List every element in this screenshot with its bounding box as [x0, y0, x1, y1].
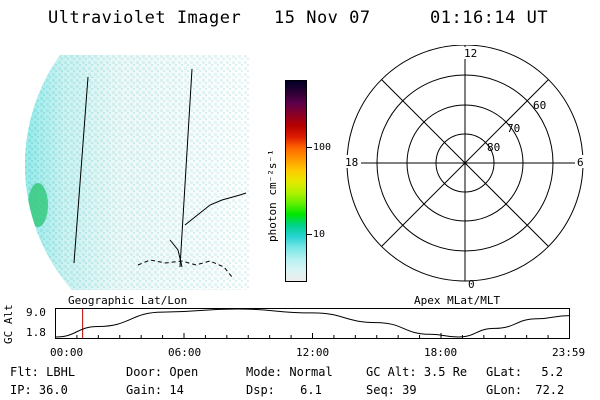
x-tick-0600: 06:00 [168, 346, 202, 359]
meridian-line [73, 76, 89, 264]
dsp-value: 6.1 [300, 383, 322, 397]
gain-value: 14 [169, 383, 184, 397]
timeline-y-axis-title: GC Alt [2, 304, 15, 344]
gain-info: Gain: 14 [126, 383, 184, 397]
geographic-label: Geographic Lat/Lon [68, 294, 188, 307]
dsp-info: Dsp: 6.1 [246, 383, 322, 397]
filter-info: Flt: LBHL [10, 365, 76, 379]
glon-value: 72.2 [535, 383, 565, 397]
y-tick-top: 9.0 [26, 306, 46, 319]
meridian-line [179, 68, 193, 268]
ip-info: IP: 36.0 [10, 383, 68, 397]
colorbar-tick-mark [307, 234, 312, 235]
x-tick-1200: 12:00 [296, 346, 330, 359]
x-tick-1800: 18:00 [424, 346, 458, 359]
mlt-label-18: 18 [345, 156, 358, 169]
filter-value: LBHL [46, 365, 76, 379]
mode-value: Normal [289, 365, 333, 379]
mode-info: Mode: Normal [246, 365, 333, 379]
colorbar-tick-100: 100 [313, 142, 332, 153]
mlt-label-12: 12 [464, 47, 477, 60]
date-label: 15 Nov 07 [274, 8, 371, 28]
colorbar-label: photon cm⁻²s⁻¹ [266, 149, 279, 242]
door-info: Door: Open [126, 365, 199, 379]
ip-value: 36.0 [38, 383, 68, 397]
x-tick-2359: 23:59 [552, 346, 586, 359]
gcalt-value: 3.5 Re [423, 365, 468, 379]
apex-label: Apex MLat/MLT [414, 294, 501, 307]
gcalt-info: GC Alt: 3.5 Re [366, 365, 468, 379]
time-label: 01:16:14 UT [430, 8, 549, 28]
instrument-title: Ultraviolet Imager [48, 8, 242, 28]
altitude-timeline [55, 308, 570, 339]
seq-value: 39 [402, 383, 417, 397]
mlat-label-80: 80 [487, 141, 500, 154]
mlt-label-0: 0 [468, 278, 475, 290]
y-tick-bottom: 1.8 [26, 326, 46, 339]
mlt-label-6: 6 [577, 156, 584, 169]
polar-plot: 12 0 18 6 60 70 80 [343, 45, 587, 290]
glat-info: GLat: 5.2 [486, 365, 564, 379]
coastline [184, 192, 247, 226]
uv-image [25, 55, 250, 290]
colorbar-tick-10: 10 [313, 229, 326, 240]
colorbar-tick-mark [307, 147, 312, 148]
glon-info: GLon: 72.2 [486, 383, 565, 397]
glat-value: 5.2 [541, 365, 564, 379]
coastline [137, 259, 233, 278]
door-value: Open [169, 365, 199, 379]
colorbar [285, 80, 307, 282]
mlat-label-60: 60 [533, 99, 546, 112]
altitude-curve [55, 308, 570, 338]
seq-info: Seq: 39 [366, 383, 417, 397]
mlat-label-70: 70 [507, 122, 520, 135]
x-tick-0000: 00:00 [50, 346, 84, 359]
